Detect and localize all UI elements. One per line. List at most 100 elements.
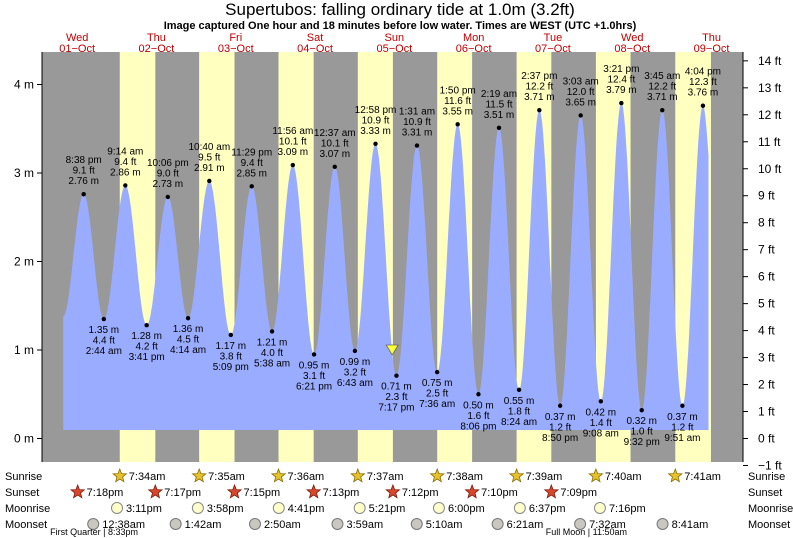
sunrise-row-label: Sunrise	[5, 471, 42, 483]
sunset-icon	[305, 483, 322, 499]
sunset-time: 7:12pm	[402, 487, 439, 499]
sunrise-time: 7:34am	[129, 471, 166, 483]
low-tide-point	[311, 352, 317, 357]
low-tide-label: 8:24 am	[501, 417, 537, 428]
high-tide-label: 3.76 m	[688, 88, 719, 99]
moonset-row-label: Moonset	[5, 519, 47, 531]
low-tide-label: 1.0 ft	[631, 427, 653, 438]
high-tide-label: 9.4 ft	[114, 157, 136, 168]
day-name-label: Wed	[621, 32, 643, 44]
right-tick-label: 5 ft	[758, 297, 775, 311]
low-tide-label: 0.55 m	[504, 396, 535, 407]
high-tide-label: 3.07 m	[319, 149, 350, 160]
high-tide-point	[165, 194, 171, 200]
current-tide-marker	[385, 344, 399, 356]
high-tide-label: 12:37 am	[314, 128, 356, 139]
high-tide-point	[455, 122, 460, 127]
sunset-icon	[385, 483, 401, 499]
high-tide-label: 11.5 ft	[485, 99, 512, 110]
high-tide-label: 2.73 m	[153, 179, 184, 190]
moonset-time: 12:38am	[102, 519, 145, 531]
sunset-icon	[543, 483, 560, 499]
low-tide-point	[557, 403, 563, 408]
low-tide-label: 1.28 m	[131, 331, 162, 342]
moonset-icon	[410, 518, 423, 530]
moonset-time: 7:32am	[589, 519, 626, 531]
right-tick-label: 11 ft	[758, 135, 781, 149]
day-name-label: Tue	[544, 32, 563, 44]
high-tide-label: 10:06 pm	[147, 158, 189, 169]
chart-title: Supertubos: falling ordinary tide at 1.0…	[225, 0, 575, 19]
low-tide-point	[476, 392, 481, 397]
tide-labels: 8:38 pm9.1 ft2.76 m 1.35 m4.4 ft2:44 am 9:…	[66, 64, 721, 448]
sunrise-icon	[588, 467, 604, 483]
low-tide-label: 0.95 m	[299, 360, 330, 371]
high-tide-point	[700, 103, 706, 108]
low-tide-point	[101, 316, 107, 322]
sunrise-time: 7:40am	[605, 471, 642, 483]
high-tide-label: 3.71 m	[647, 92, 678, 103]
low-tide-point	[185, 315, 191, 321]
right-tick-label: 3 ft	[758, 351, 775, 365]
sunrise-time: 7:36am	[288, 471, 325, 483]
high-tide-label: 3.55 m	[442, 106, 473, 117]
low-tide-label: 0.42 m	[586, 407, 617, 418]
sunset-time: 7:09pm	[560, 487, 597, 499]
low-tide-point	[394, 373, 399, 378]
low-tide-point	[144, 323, 149, 328]
sunset-icon	[226, 483, 243, 499]
right-tick-label: 9 ft	[758, 189, 775, 203]
moon-phase-label: Full Moon | 11:50am	[546, 527, 627, 537]
high-tide-label: 10.1 ft	[321, 138, 349, 149]
low-tide-label: 1.21 m	[257, 337, 288, 348]
chart-subtitle: Image captured One hour and 18 minutes b…	[164, 20, 637, 32]
moonrise-icon	[353, 502, 366, 514]
high-tide-label: 3:21 pm	[603, 64, 639, 75]
low-tide-label: 1.17 m	[216, 341, 247, 352]
moonset-time: 3:59am	[346, 519, 383, 531]
low-tide-label: 2.3 ft	[385, 392, 407, 403]
high-tide-point	[207, 178, 212, 184]
day-name-label: Thu	[702, 32, 721, 44]
low-tide-label: 0.50 m	[463, 400, 494, 411]
low-tide-point	[352, 348, 358, 354]
day-name-label: Sun	[385, 32, 405, 44]
sunset-icon	[147, 483, 164, 499]
high-tide-label: 9:14 am	[107, 146, 143, 157]
sun-moon-rows: Sunrise Sunrise 7:34am 7:35am 7:36am 7:37am 7:…	[5, 467, 793, 537]
high-tide-label: 2.76 m	[68, 176, 99, 187]
high-tide-label: 11.6 ft	[444, 96, 471, 107]
low-tide-point	[516, 387, 522, 393]
moonset-time: 8:41am	[672, 519, 709, 531]
high-tide-label: 3:03 am	[563, 76, 599, 87]
low-tide-label: 3.8 ft	[220, 351, 242, 362]
moonset-icon	[169, 518, 182, 530]
sunrise-row-label-right: Sunrise	[748, 471, 785, 483]
low-tide-point	[639, 407, 644, 413]
low-tide-label: 6:21 pm	[296, 381, 332, 392]
moonset-time: 2:50am	[264, 519, 301, 531]
sunset-time: 7:17pm	[164, 487, 201, 499]
low-tide-label: 0.71 m	[381, 382, 412, 393]
sunrise-icon	[508, 467, 525, 483]
low-tide-point	[434, 369, 440, 375]
moonset-icon	[656, 518, 669, 530]
high-tide-label: 10.1 ft	[279, 137, 307, 148]
high-tide-label: 12.0 ft	[567, 87, 595, 98]
day-labels: Wed01−OctThu02−OctFri03−OctSat04−OctSun0…	[59, 32, 729, 55]
moonrise-time: 3:11pm	[126, 503, 162, 515]
sunrise-icon	[112, 467, 128, 483]
right-tick-label: 6 ft	[758, 270, 775, 284]
right-tick-label: 7 ft	[758, 243, 775, 257]
sunset-time: 7:18pm	[87, 487, 124, 499]
moonrise-icon	[191, 502, 204, 514]
low-tide-label: 8:50 pm	[542, 433, 578, 444]
high-tide-point	[578, 113, 583, 118]
high-tide-point	[660, 107, 665, 113]
high-tide-label: 2.85 m	[236, 168, 267, 179]
low-tide-label: 6:43 am	[337, 378, 373, 389]
high-tide-label: 12.4 ft	[607, 75, 635, 86]
low-tide-label: 1.2 ft	[671, 422, 693, 433]
left-tick-label: 0 m	[14, 432, 34, 446]
low-tide-label: 3.2 ft	[344, 367, 366, 378]
